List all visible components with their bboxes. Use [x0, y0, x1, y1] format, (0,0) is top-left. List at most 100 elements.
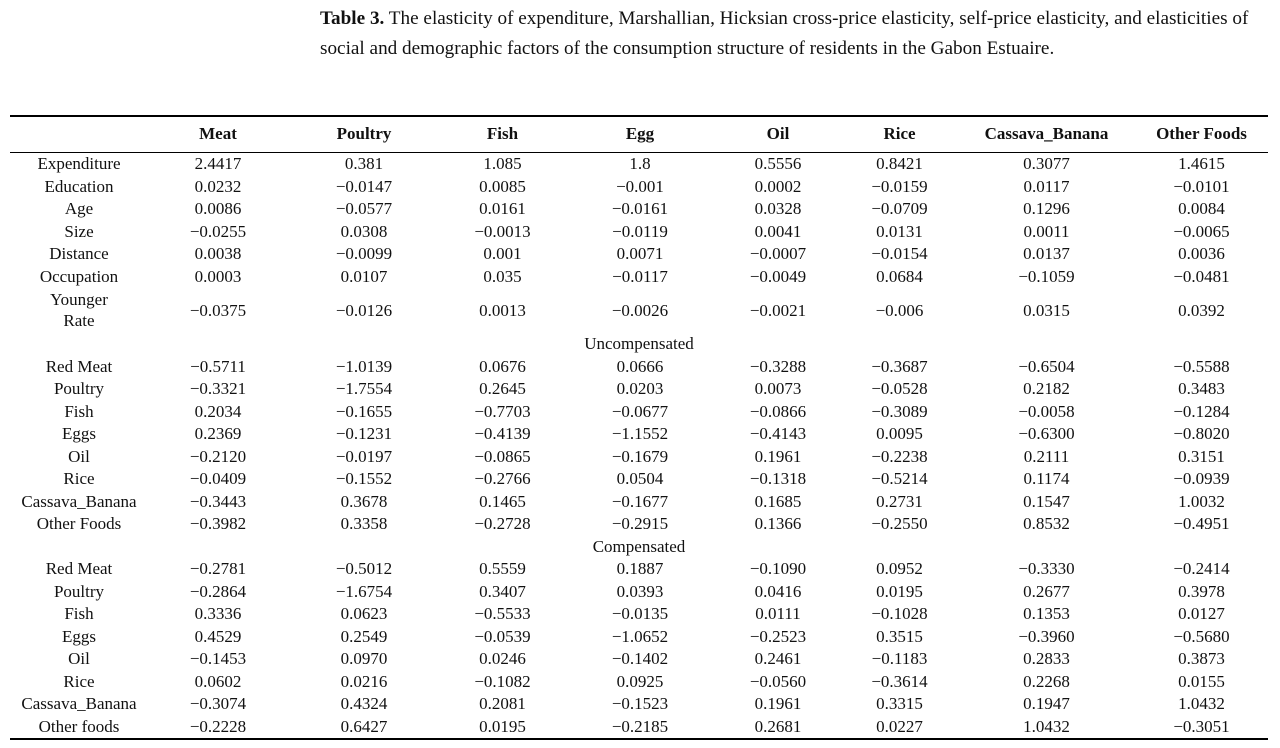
table-cell: −0.0154: [871, 244, 928, 264]
table-cell: −0.5533: [474, 604, 531, 624]
table-cell: −0.0865: [474, 446, 531, 466]
table-cell: 0.0073: [754, 379, 802, 399]
table-cell: 0.3873: [1178, 649, 1225, 669]
table-cell: 0.0328: [754, 199, 802, 219]
table-cell: −0.1677: [611, 491, 669, 511]
table-cell: 0.4324: [340, 694, 388, 714]
table-cell: −1.1552: [611, 424, 669, 444]
table-cell: −0.4143: [749, 424, 807, 444]
table-cell: 0.0041: [754, 221, 802, 241]
table-cell: 0.1296: [1023, 199, 1070, 219]
table-cell: −0.6300: [1018, 424, 1075, 444]
table-cell: 0.2681: [715, 715, 841, 740]
row-label: Distance: [49, 244, 109, 264]
table-cell: −0.2120: [189, 446, 247, 466]
row-label: Size: [64, 221, 94, 241]
table-cell: −0.0481: [1173, 266, 1230, 286]
table-cell: 0.4529: [194, 626, 242, 646]
table-cell: −0.0255: [189, 221, 247, 241]
table-cell: −0.1028: [871, 604, 928, 624]
caption-text: The elasticity of expenditure, Marshalli…: [320, 8, 1249, 59]
table-cell: 0.0195: [440, 715, 565, 740]
table-cell: 0.2369: [194, 424, 242, 444]
table-cell: 0.0036: [1178, 244, 1225, 264]
section-title: Uncompensated: [584, 334, 694, 354]
table-cell: −0.8020: [1173, 424, 1230, 444]
header-row: Meat Poultry Fish Egg Oil Rice Cassava_Banana O…: [10, 115, 1268, 153]
table-cell: −0.0126: [335, 300, 393, 320]
row-label: Red Meat: [45, 356, 113, 376]
table-cell: −0.2185: [565, 715, 715, 740]
table-cell: 0.1685: [754, 491, 802, 511]
table-cell: −0.3687: [871, 356, 928, 376]
table-cell: −0.2238: [871, 446, 928, 466]
section-row: Compensated: [10, 535, 1268, 558]
table-cell: −0.0409: [189, 469, 247, 489]
table-cell: −0.2228: [148, 715, 288, 740]
table-cell: −0.1552: [335, 469, 393, 489]
table-row: Rice −0.0409 −0.1552 −0.2766 0.0504 −0.1318 −0…: [10, 468, 1268, 491]
table-cell: −0.1231: [335, 424, 393, 444]
table-cell: 0.0227: [841, 715, 958, 740]
table-cell: −1.6754: [335, 581, 393, 601]
table-cell: −0.3330: [1018, 559, 1075, 579]
table-cell: 0.0011: [1023, 221, 1070, 241]
table-cell: 2.4417: [194, 154, 242, 174]
table-cell: −0.0161: [611, 199, 669, 219]
table-cell: −0.3288: [749, 356, 807, 376]
table-row: Oil −0.2120 −0.0197 −0.0865 −0.1679 0.1961 −0.…: [10, 445, 1268, 468]
table-row: Poultry −0.2864 −1.6754 0.3407 0.0393 0.0416 0…: [10, 580, 1268, 603]
table-cell: 1.8: [629, 154, 651, 174]
table-caption: Table 3. The elasticity of expenditure, …: [320, 4, 1265, 64]
table-cell: −0.0007: [749, 244, 807, 264]
row-label: Younger Rate: [50, 290, 108, 330]
table-cell: −0.3051: [1135, 715, 1268, 740]
column-header: Cassava_Banana: [958, 115, 1135, 153]
table-cell: −0.1059: [1018, 266, 1075, 286]
table-cell: 0.0003: [194, 266, 242, 286]
table-body: Expenditure 2.4417 0.381 1.085 1.8 0.5556 0.84…: [10, 152, 1268, 740]
table-cell: −0.5680: [1173, 626, 1230, 646]
table-row: Education 0.0232 −0.0147 0.0085 −0.001 0.0002…: [10, 175, 1268, 198]
table-cell: −0.3960: [1018, 626, 1075, 646]
table-cell: 0.6427: [288, 715, 440, 740]
table-cell: 0.2268: [1023, 671, 1070, 691]
row-label: Eggs: [62, 424, 96, 444]
table-cell: 0.3336: [194, 604, 242, 624]
table-cell: −0.0117: [612, 266, 668, 286]
table-cell: 0.0925: [616, 671, 664, 691]
table-cell: 0.0970: [340, 649, 388, 669]
caption-label: Table 3.: [320, 8, 385, 29]
table-cell: −0.001: [616, 176, 664, 196]
table-cell: −0.006: [875, 300, 924, 320]
table-cell: −0.0099: [335, 244, 393, 264]
table-cell: −0.2781: [189, 559, 247, 579]
table-cell: 0.1961: [754, 446, 802, 466]
table-cell: 0.2111: [1023, 446, 1070, 466]
table-cell: 1.0432: [1178, 694, 1225, 714]
table-cell: 0.8421: [876, 154, 923, 174]
table-cell: 0.3515: [876, 626, 923, 646]
row-label: Age: [64, 199, 94, 219]
table-cell: 0.0161: [479, 199, 526, 219]
table-cell: −0.2523: [749, 626, 807, 646]
table-cell: −0.1082: [474, 671, 531, 691]
table-cell: −0.0119: [612, 221, 668, 241]
table-cell: 0.3978: [1178, 581, 1225, 601]
table-cell: 0.0084: [1178, 199, 1225, 219]
table-cell: 0.8532: [1023, 514, 1070, 534]
table-cell: 0.0111: [755, 604, 801, 624]
table-cell: −0.0147: [335, 176, 393, 196]
table-cell: 0.0315: [1023, 300, 1070, 320]
table-row: Other foods −0.2228 0.6427 0.0195 −0.2185 0.2…: [10, 715, 1268, 740]
table-cell: 0.035: [483, 266, 522, 286]
table-cell: 0.0117: [1023, 176, 1070, 196]
table-cell: −0.5588: [1173, 356, 1230, 376]
table-row: Red Meat −0.5711 −1.0139 0.0676 0.0666 −0.328…: [10, 355, 1268, 378]
table-cell: −0.3443: [189, 491, 247, 511]
table-row: Other Foods −0.3982 0.3358 −0.2728 −0.2915 0.…: [10, 513, 1268, 536]
table-cell: 0.0071: [616, 244, 664, 264]
table-row: Eggs 0.4529 0.2549 −0.0539 −1.0652 −0.2523 0.3…: [10, 625, 1268, 648]
table-cell: 0.0623: [340, 604, 388, 624]
table-cell: −0.5012: [335, 559, 393, 579]
